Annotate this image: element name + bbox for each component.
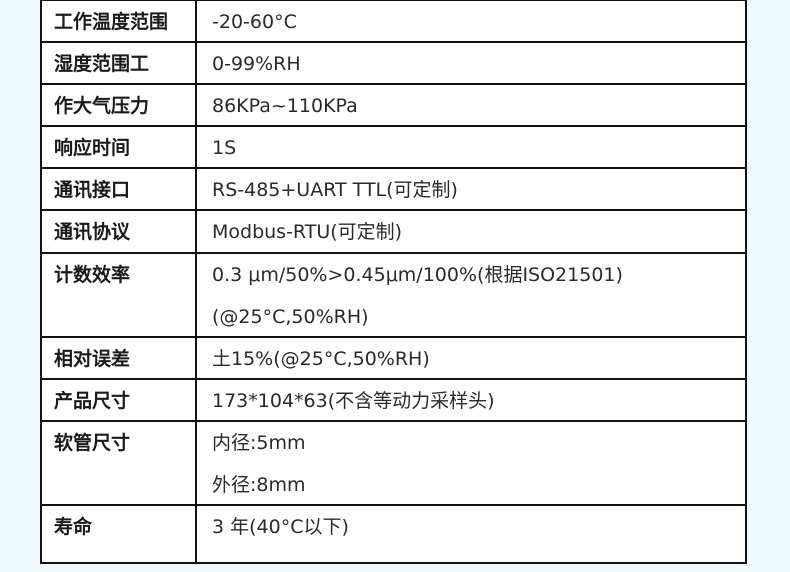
row-label: 通讯协议	[42, 211, 197, 252]
value-line: 土15%(@25°C,50%RH)	[212, 348, 430, 370]
row-value: 173*104*63(不含等动力采样头)	[197, 380, 745, 420]
table-row: 产品尺寸 173*104*63(不含等动力采样头)	[42, 380, 745, 422]
table-row: 软管尺寸 内径:5mm 外径:8mm	[42, 422, 745, 506]
row-label: 工作温度范围	[42, 1, 197, 41]
row-label: 软管尺寸	[42, 422, 197, 504]
row-label: 响应时间	[42, 127, 197, 167]
table-row: 工作温度范围 -20-60°C	[42, 1, 745, 43]
value-line: 1S	[212, 137, 237, 159]
row-label-text: 计数效率	[54, 264, 131, 286]
value-line: (@25°C,50%RH)	[212, 306, 369, 328]
value-line: -20-60°C	[212, 11, 297, 33]
row-label-text: 产品尺寸	[54, 390, 131, 412]
row-value: -20-60°C	[197, 1, 745, 41]
row-label-text: 作大气压力	[54, 95, 150, 117]
row-label-text: 通讯接口	[54, 179, 131, 201]
value-line: 外径:8mm	[212, 474, 306, 496]
row-label: 寿命	[42, 506, 197, 562]
spec-table: 工作温度范围 -20-60°C 湿度范围工 0-99%RH 作大气压力 86KPa~110…	[40, 0, 747, 564]
row-value: 土15%(@25°C,50%RH)	[197, 338, 745, 378]
value-line: 173*104*63(不含等动力采样头)	[212, 390, 495, 412]
table-row: 通讯协议 Modbus-RTU(可定制)	[42, 211, 745, 254]
row-label-text: 响应时间	[54, 137, 131, 159]
value-line: RS-485+UART TTL(可定制)	[212, 179, 458, 201]
value-line: 0.3 μm/50%>0.45μm/100%(根据ISO21501)	[212, 264, 623, 286]
table-row: 通讯接口 RS-485+UART TTL(可定制)	[42, 169, 745, 211]
row-label: 通讯接口	[42, 169, 197, 209]
row-value: 内径:5mm 外径:8mm	[197, 422, 745, 504]
table-row: 作大气压力 86KPa~110KPa	[42, 85, 745, 127]
table-row: 寿命 3 年(40°C以下)	[42, 506, 745, 562]
row-label: 产品尺寸	[42, 380, 197, 420]
table-row: 计数效率 0.3 μm/50%>0.45μm/100%(根据ISO21501) (@…	[42, 254, 745, 338]
table-row: 湿度范围工 0-99%RH	[42, 43, 745, 85]
row-label: 湿度范围工	[42, 43, 197, 83]
row-label-text: 寿命	[54, 516, 93, 538]
row-value: 0-99%RH	[197, 43, 745, 83]
row-label-text: 相对误差	[54, 348, 131, 370]
value-line: 3 年(40°C以下)	[212, 516, 349, 538]
row-value: 3 年(40°C以下)	[197, 506, 745, 562]
value-line: 0-99%RH	[212, 53, 301, 75]
value-line: 内径:5mm	[212, 432, 306, 454]
row-label: 相对误差	[42, 338, 197, 378]
row-label: 计数效率	[42, 254, 197, 336]
value-line: 86KPa~110KPa	[212, 95, 358, 117]
table-row: 相对误差 土15%(@25°C,50%RH)	[42, 338, 745, 380]
row-label: 作大气压力	[42, 85, 197, 125]
row-label-text: 软管尺寸	[54, 432, 131, 454]
table-row: 响应时间 1S	[42, 127, 745, 169]
row-value: Modbus-RTU(可定制)	[197, 211, 745, 252]
row-value: 86KPa~110KPa	[197, 85, 745, 125]
row-label-text: 工作温度范围	[54, 11, 169, 33]
row-value: 0.3 μm/50%>0.45μm/100%(根据ISO21501) (@25°C…	[197, 254, 745, 336]
value-line: Modbus-RTU(可定制)	[212, 221, 403, 243]
row-value: RS-485+UART TTL(可定制)	[197, 169, 745, 209]
row-label-text: 湿度范围工	[54, 53, 150, 75]
row-label-text: 通讯协议	[54, 221, 131, 243]
row-value: 1S	[197, 127, 745, 167]
